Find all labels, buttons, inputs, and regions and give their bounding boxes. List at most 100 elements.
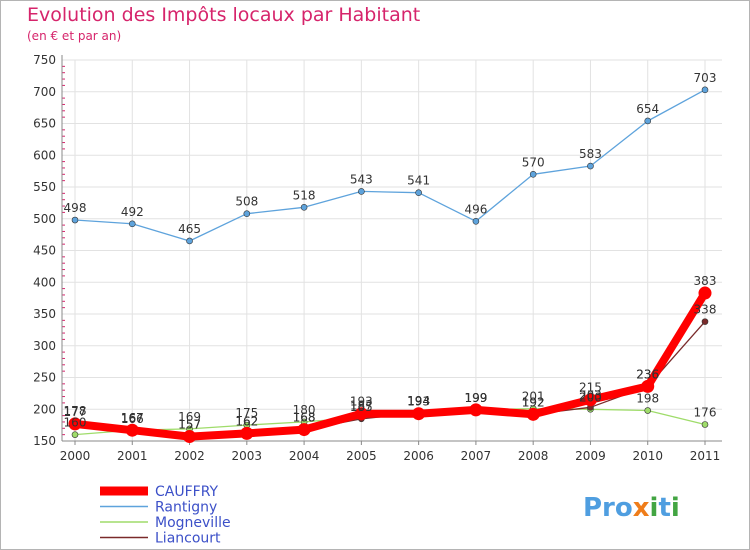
data-point [698,286,712,300]
data-point [469,403,483,417]
data-label: 703 [694,71,717,85]
y-tick-label: 300 [33,339,56,353]
series-line-rantigny [74,89,706,242]
data-point [587,162,594,170]
data-label: 201 [522,390,545,404]
data-point [472,217,480,225]
x-tick-label: 2001 [117,449,148,463]
data-label: 178 [64,404,87,418]
data-label: 198 [636,392,659,406]
x-tick-label: 2011 [690,449,721,463]
legend-label: Rantigny [155,500,217,516]
x-tick-label: 2003 [232,449,263,463]
data-point [125,423,139,437]
x-tick-label: 2007 [461,449,492,463]
data-label: 194 [407,394,430,408]
data-point [644,117,652,125]
data-label: 383 [694,274,717,288]
data-point [186,237,193,245]
data-point [701,421,709,428]
chart-title: Evolution des Impôts locaux par Habitant [27,4,421,26]
data-label: 168 [293,411,316,425]
data-point [415,189,422,197]
data-point [68,417,82,431]
data-label: 185 [350,400,373,414]
brand-part-pro: Pro [583,493,633,523]
data-label: 199 [464,391,487,405]
data-label: 180 [293,403,316,417]
data-point [412,407,426,421]
series-points [68,86,712,444]
y-tick-label: 400 [33,275,56,289]
series-line-cauffry [71,289,709,441]
data-point [526,407,540,421]
data-label: 583 [579,147,602,161]
data-label: 166 [121,412,144,426]
axes: 150 200 250 300 350 400 450 500 550 600 650 700 750 2… [33,53,722,463]
data-point [71,431,79,438]
y-tick-label: 450 [33,244,56,258]
data-point [243,210,251,217]
data-label: 157 [178,418,201,432]
brand-part-t: t [658,493,670,523]
data-label: 465 [178,222,201,236]
data-point [701,86,709,94]
y-tick-label: 150 [33,434,56,448]
data-label: 194 [407,394,430,408]
data-point [641,379,655,393]
data-label: 167 [121,411,144,425]
data-label: 203 [579,388,602,402]
data-label: 176 [694,405,717,419]
data-point [354,407,368,421]
y-tick-label: 750 [33,53,56,67]
data-label: 192 [522,395,545,409]
data-label: 187 [350,399,373,413]
data-label: 498 [64,201,87,215]
data-point [297,423,311,437]
data-label: 193 [350,395,373,409]
y-tick-label: 200 [33,402,56,416]
chart-subtitle: (en € et par an) [27,29,122,43]
y-tick-label: 600 [33,148,56,162]
brand-logo: Proxiti [583,493,680,523]
x-tick-label: 2004 [289,449,320,463]
y-tick-label: 650 [33,117,56,131]
data-label: 215 [579,381,602,395]
data-label: 175 [235,406,258,420]
data-label: 492 [121,205,144,219]
data-label: 157 [178,418,201,432]
x-tick-label: 2006 [403,449,434,463]
x-tick-label: 2002 [174,449,205,463]
legend-label: Liancourt [155,531,221,547]
data-label: 177 [64,405,87,419]
data-label: 192 [522,395,545,409]
series-lines [71,89,709,441]
x-tick-label: 2005 [346,449,377,463]
x-tick-label: 2008 [518,449,549,463]
data-label: 168 [293,411,316,425]
data-point [128,220,136,228]
y-tick-label: 700 [33,85,56,99]
data-label: 199 [464,391,487,405]
brand-part-x: x [633,493,650,523]
data-label: 518 [293,188,316,202]
data-point [644,407,652,414]
data-label: 570 [522,155,545,169]
data-labels: 177 167 157 162 168 193 193 199 192 215 236 383 498 4… [64,71,717,432]
data-label: 167 [121,411,144,425]
data-label: 200 [579,390,602,404]
data-label: 508 [235,195,258,209]
data-label: 236 [636,367,659,381]
data-label: 543 [350,172,373,186]
y-tick-label: 500 [33,212,56,226]
y-tick-label: 350 [33,307,56,321]
series-line-liancourt [74,320,706,438]
x-tick-label: 2010 [632,449,663,463]
data-label: 169 [178,410,201,424]
data-label: 236 [636,367,659,381]
brand-part-i2: i [671,493,680,523]
x-tick-label: 2000 [60,449,91,463]
data-point [240,426,254,440]
